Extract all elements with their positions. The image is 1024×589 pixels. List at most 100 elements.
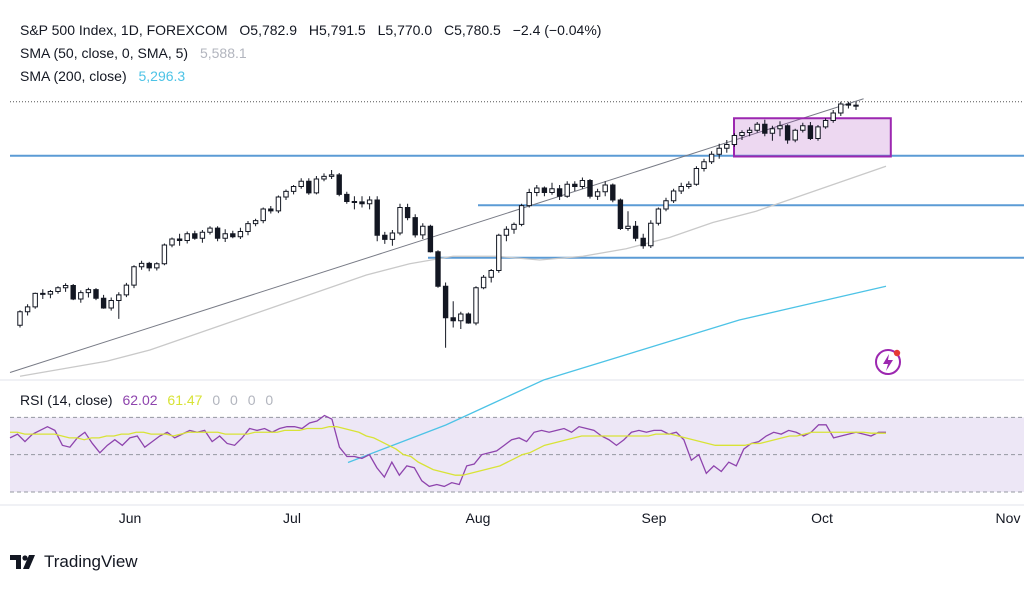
time-axis-label: Nov	[996, 510, 1021, 526]
symbol-legend[interactable]: S&P 500 Index, 1D, FOREXCOM O5,782.9 H5,…	[20, 22, 603, 38]
candle-body	[78, 292, 84, 300]
candle-body	[731, 135, 738, 145]
candle-body	[237, 231, 244, 238]
candle-body	[207, 227, 213, 233]
candle-body	[503, 228, 510, 236]
tradingview-logo-icon	[10, 555, 35, 569]
candle-body	[17, 311, 23, 326]
candle-body	[283, 190, 289, 198]
time-axis-label: Sep	[642, 510, 667, 526]
candle-body	[176, 238, 183, 241]
candle-body	[754, 123, 760, 131]
candle-body	[397, 207, 403, 234]
candle-body	[230, 233, 236, 238]
candle-body	[55, 287, 61, 292]
candle-body	[526, 192, 532, 207]
candle-body	[450, 317, 456, 322]
candle-body	[47, 291, 54, 295]
candle-body	[587, 180, 593, 197]
candle-body	[138, 262, 145, 268]
candle-body	[663, 200, 669, 210]
candle-body	[382, 234, 388, 240]
time-axis-label: Jul	[283, 510, 301, 526]
candle-body	[746, 129, 753, 133]
candle-body	[655, 208, 662, 224]
candle-body	[404, 207, 411, 219]
candle-body	[541, 187, 548, 193]
candle-body	[123, 284, 130, 296]
candle-body	[632, 225, 639, 239]
candles-group	[17, 101, 859, 348]
candle-body	[435, 251, 441, 287]
candle-body	[24, 306, 31, 313]
sma50-value: 5,588.1	[199, 45, 247, 61]
rsi-label: RSI (14, close)	[20, 392, 113, 408]
candle-body	[268, 208, 274, 212]
candle-body	[617, 199, 624, 229]
candle-body	[252, 220, 259, 225]
candle-body	[625, 225, 631, 229]
candle-body	[716, 147, 722, 155]
candle-body	[427, 225, 434, 253]
candle-body	[116, 294, 122, 301]
rsi-legend[interactable]: RSI (14, close) 62.02 61.47 0 0 0 0	[20, 392, 273, 408]
candle-body	[458, 313, 464, 322]
candle-body	[845, 103, 852, 106]
candle-body	[32, 292, 38, 308]
candle-body	[260, 208, 266, 222]
ohlc-change: −2.4 (−0.04%)	[512, 22, 602, 38]
candle-body	[199, 231, 206, 239]
sma50-line	[19, 165, 887, 377]
sma50-legend[interactable]: SMA (50, close, 0, SMA, 5) 5,588.1	[20, 45, 249, 61]
candle-body	[389, 232, 396, 240]
time-axis-label: Aug	[466, 510, 491, 526]
sma200-label: SMA (200, close)	[20, 68, 127, 84]
lightning-icon[interactable]	[873, 347, 903, 377]
sma200-legend[interactable]: SMA (200, close) 5,296.3	[20, 68, 187, 84]
candle-body	[769, 128, 776, 134]
candle-body	[70, 285, 76, 300]
candle-body	[306, 180, 312, 194]
candle-body	[648, 222, 654, 247]
candle-body	[549, 188, 555, 193]
candle-body	[473, 287, 479, 324]
candle-body	[640, 237, 646, 247]
candle-body	[572, 183, 578, 187]
candle-body	[610, 184, 616, 201]
ohlc-close: C5,780.5	[444, 22, 501, 38]
candle-body	[853, 104, 859, 107]
ohlc-open: O5,782.9	[239, 22, 297, 38]
candle-body	[838, 103, 844, 114]
sma200-value: 5,296.3	[138, 68, 186, 84]
candle-body	[784, 125, 791, 141]
sma50-label: SMA (50, close, 0, SMA, 5)	[20, 45, 189, 61]
ohlc-low: L5,770.0	[377, 22, 433, 38]
candle-body	[154, 263, 160, 269]
candle-body	[298, 180, 304, 187]
candle-body	[496, 234, 502, 271]
candle-body	[594, 191, 601, 197]
rsi-extra-2: 0	[230, 392, 238, 408]
candle-body	[693, 168, 700, 185]
candle-body	[420, 225, 426, 236]
candle-body	[465, 313, 472, 324]
candle-body	[359, 201, 365, 205]
candle-body	[777, 125, 783, 130]
rsi-line	[9, 414, 886, 488]
candle-body	[290, 186, 297, 192]
rsi-extra-1: 0	[212, 392, 221, 408]
ohlc-high: H5,791.5	[308, 22, 366, 38]
brand-name: TradingView	[44, 552, 138, 571]
candle-body	[336, 174, 342, 195]
candle-body	[366, 199, 373, 205]
tradingview-brand[interactable]: TradingView	[10, 550, 138, 574]
candle-body	[412, 217, 418, 236]
candle-body	[724, 144, 730, 149]
candle-body	[830, 112, 836, 121]
candle-body	[245, 223, 251, 232]
rsi-ma-value: 61.47	[167, 392, 203, 408]
candle-body	[108, 300, 114, 309]
candle-body	[488, 270, 494, 278]
